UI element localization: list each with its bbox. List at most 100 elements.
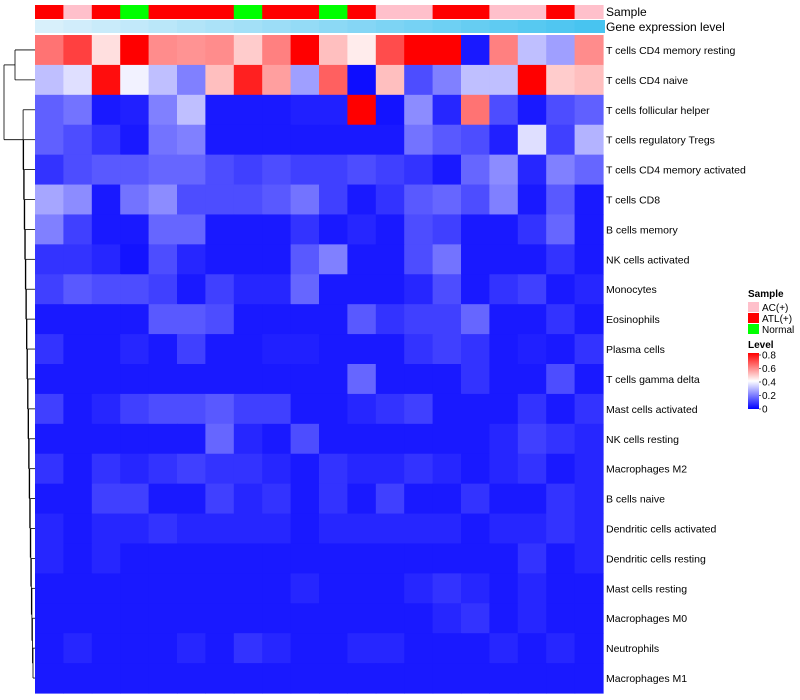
heatmap-cell: [432, 423, 462, 455]
heatmap-cell: [574, 453, 604, 485]
heatmap-cell: [319, 94, 348, 126]
legend-sample-items: AC(+)ATL(+)Normal: [748, 302, 794, 336]
heatmap-cell: [404, 513, 434, 545]
heatmap-cell: [91, 423, 121, 455]
heatmap-cell: [517, 304, 547, 335]
legend-sample-label: AC(+): [762, 303, 788, 314]
heatmap-cell: [404, 274, 434, 305]
heatmap-cell: [319, 663, 348, 694]
heatmap-cell: [290, 244, 320, 275]
heatmap-cell: [233, 334, 263, 365]
heatmap-cell: [489, 393, 519, 425]
heatmap-cell: [91, 304, 121, 335]
row-label: T cells gamma delta: [606, 374, 700, 386]
expression-annotation-cell: [35, 20, 64, 33]
heatmap-cell: [319, 35, 348, 66]
heatmap-cell: [347, 124, 377, 156]
heatmap-cell: [432, 214, 462, 245]
heatmap-cell: [546, 35, 576, 66]
heatmap-cell: [177, 184, 206, 216]
heatmap-cell: [148, 184, 178, 216]
heatmap-cell: [35, 334, 64, 365]
heatmap-cell: [347, 214, 377, 245]
expression-annotation-cell: [177, 20, 206, 33]
heatmap-cell: [233, 573, 263, 604]
expression-annotation-cell: [489, 20, 519, 33]
sample-annotation-cell: [546, 5, 576, 19]
heatmap-cell: [35, 274, 64, 305]
heatmap-cell: [461, 244, 490, 275]
heatmap-cell: [347, 304, 377, 335]
heatmap-cell: [91, 334, 121, 365]
sample-annotation-cell: [63, 5, 93, 19]
heatmap-cell: [63, 453, 93, 485]
heatmap-cell: [489, 334, 519, 365]
heatmap-cell: [517, 423, 547, 455]
heatmap-cell: [91, 364, 121, 395]
heatmap-cell: [177, 513, 206, 545]
heatmap-cell: [517, 274, 547, 305]
heatmap-cell: [404, 184, 434, 216]
heatmap-cell: [63, 214, 93, 245]
heatmap-cell: [404, 334, 434, 365]
heatmap-cell: [148, 35, 178, 66]
heatmap-cell: [148, 423, 178, 455]
heatmap-cell: [177, 663, 206, 694]
heatmap-cell: [517, 543, 547, 574]
heatmap-cell: [347, 393, 377, 425]
heatmap-cell: [63, 64, 93, 96]
heatmap-cell: [489, 184, 519, 216]
heatmap-cell: [205, 94, 235, 126]
heatmap-cell: [489, 543, 519, 574]
heatmap-cell: [233, 304, 263, 335]
heatmap-cell: [91, 94, 121, 126]
heatmap-cell: [262, 154, 292, 186]
heatmap-cell: [290, 274, 320, 305]
heatmap-cell: [262, 214, 292, 245]
heatmap-cell: [404, 633, 434, 664]
heatmap-cell: [319, 64, 348, 96]
heatmap-cell: [120, 184, 150, 216]
heatmap-cell: [177, 393, 206, 425]
heatmap-cell: [574, 214, 604, 245]
heatmap-cell: [319, 154, 348, 186]
heatmap-cell: [205, 244, 235, 275]
heatmap-cell: [432, 663, 462, 694]
heatmap-cell: [517, 124, 547, 156]
heatmap-cell: [91, 154, 121, 186]
heatmap-cell: [290, 453, 320, 485]
heatmap-cell: [262, 334, 292, 365]
heatmap-cell: [63, 184, 93, 216]
heatmap-cell: [120, 513, 150, 545]
heatmap-cell: [347, 334, 377, 365]
heatmap-cell: [63, 244, 93, 275]
heatmap-cells: [35, 35, 604, 694]
heatmap-cell: [319, 274, 348, 305]
heatmap-cell: [404, 423, 434, 455]
heatmap-cell: [35, 94, 64, 126]
heatmap-cell: [120, 64, 150, 96]
heatmap-cell: [205, 154, 235, 186]
row-label: NK cells activated: [606, 254, 690, 266]
heatmap-cell: [205, 214, 235, 245]
expression-annotation-label: Gene expression level: [606, 20, 725, 34]
heatmap-cell: [148, 304, 178, 335]
legend-level-title: Level: [748, 340, 774, 351]
heatmap-cell: [262, 603, 292, 634]
heatmap-cell: [205, 304, 235, 335]
heatmap-cell: [63, 154, 93, 186]
heatmap-cell: [574, 184, 604, 216]
heatmap-cell: [347, 603, 377, 634]
heatmap-cell: [262, 633, 292, 664]
row-label: Macrophages M0: [606, 613, 687, 625]
heatmap-cell: [347, 483, 377, 515]
heatmap-cell: [233, 124, 263, 156]
expression-annotation-cell: [319, 20, 348, 33]
heatmap-cell: [489, 513, 519, 545]
heatmap-cell: [35, 483, 64, 515]
heatmap-cell: [91, 274, 121, 305]
heatmap-cell: [375, 513, 405, 545]
legend-sample-swatch: [748, 313, 759, 323]
heatmap-cell: [205, 483, 235, 515]
heatmap-cell: [233, 94, 263, 126]
